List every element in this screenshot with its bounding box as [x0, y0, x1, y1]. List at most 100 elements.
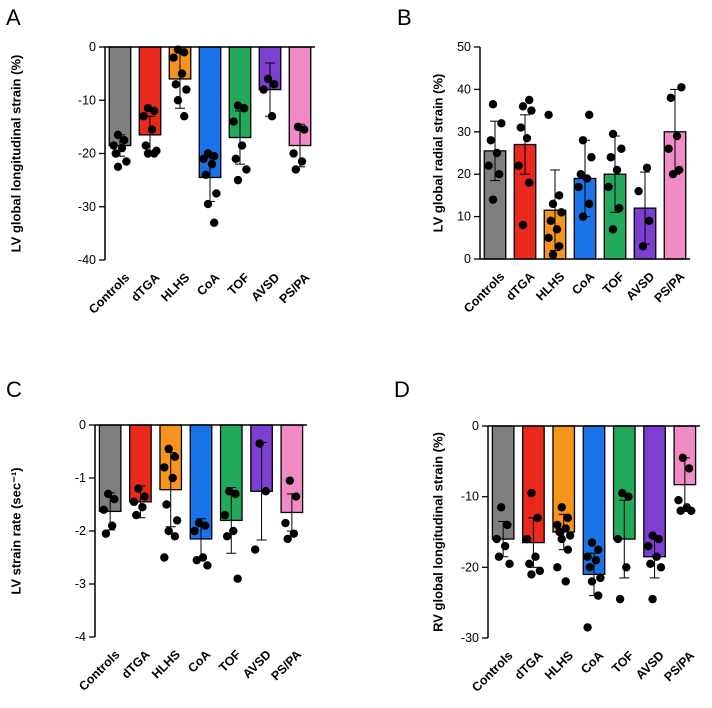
- data-point: [180, 48, 189, 57]
- x-category-label: Controls: [469, 648, 515, 694]
- y-tick-label: 0: [464, 252, 471, 266]
- data-point: [591, 556, 601, 565]
- data-point: [578, 212, 588, 221]
- data-point: [687, 506, 696, 515]
- data-point: [582, 174, 592, 183]
- data-point: [546, 216, 555, 226]
- data-point: [160, 553, 169, 562]
- x-category-label: dTGA: [119, 647, 153, 681]
- data-point: [565, 531, 575, 540]
- panel-letter: A: [6, 5, 21, 30]
- x-category-label: CoA: [578, 648, 606, 676]
- data-point: [587, 577, 597, 586]
- y-tick-label: -1: [75, 471, 86, 485]
- x-category-label: HLHS: [149, 647, 183, 681]
- data-point: [674, 496, 683, 505]
- data-point: [168, 473, 177, 483]
- data-point: [122, 157, 131, 166]
- data-point: [555, 527, 564, 537]
- data-point: [535, 566, 545, 576]
- data-point: [172, 516, 182, 525]
- y-tick-label: -30: [78, 200, 96, 214]
- data-point: [552, 225, 562, 234]
- data-point: [120, 135, 129, 145]
- y-tick-label: 10: [457, 210, 471, 224]
- data-point: [638, 242, 648, 251]
- data-point: [525, 95, 534, 105]
- data-point: [220, 510, 230, 520]
- data-point: [500, 541, 510, 551]
- data-point: [497, 119, 506, 128]
- data-point: [585, 563, 594, 572]
- data-point: [533, 513, 542, 523]
- data-point: [624, 492, 633, 501]
- data-point: [676, 506, 685, 515]
- x-category-label: CoA: [185, 647, 213, 675]
- data-point: [267, 112, 277, 121]
- data-point: [522, 133, 532, 143]
- data-point: [583, 552, 592, 561]
- data-point: [557, 208, 566, 217]
- data-point: [496, 503, 506, 512]
- panel-letter: C: [6, 377, 22, 402]
- x-category-label: PS/PA: [652, 269, 688, 305]
- data-point: [109, 141, 118, 150]
- data-point: [646, 559, 655, 568]
- data-point: [544, 233, 553, 242]
- data-point: [574, 182, 583, 192]
- data-point: [101, 529, 111, 538]
- data-point: [622, 563, 631, 572]
- data-point: [173, 96, 183, 105]
- data-point: [525, 559, 534, 568]
- data-point: [684, 464, 694, 473]
- y-tick-label: -20: [461, 560, 479, 574]
- y-tick-label: -30: [461, 631, 479, 645]
- data-point: [678, 453, 688, 462]
- data-point: [555, 191, 564, 200]
- data-point: [615, 594, 625, 604]
- data-point: [143, 149, 153, 158]
- data-point: [138, 502, 147, 512]
- data-point: [617, 144, 626, 153]
- data-point: [263, 74, 273, 84]
- x-category-label: AVSD: [240, 647, 274, 681]
- data-point: [585, 110, 594, 120]
- data-point: [113, 130, 123, 140]
- data-point: [527, 488, 536, 498]
- data-point: [233, 175, 243, 185]
- data-point: [525, 178, 534, 187]
- data-point: [522, 534, 532, 544]
- data-point: [281, 518, 290, 528]
- data-point: [604, 182, 613, 192]
- data-point: [140, 492, 149, 501]
- panel-d: D RV global longitudinal strain (%) 0 -10 -2…: [394, 377, 700, 695]
- data-point: [677, 83, 686, 92]
- data-point: [488, 195, 498, 204]
- data-point: [585, 199, 594, 209]
- data-point: [169, 53, 178, 62]
- data-point: [229, 117, 238, 126]
- data-point: [548, 250, 558, 259]
- data-point: [563, 513, 573, 523]
- data-point: [111, 149, 121, 158]
- data-point: [164, 526, 173, 536]
- data-point: [548, 199, 558, 209]
- data-point: [99, 505, 108, 514]
- data-point: [612, 165, 622, 175]
- x-category-label: HLHS: [542, 648, 576, 682]
- data-point: [132, 510, 141, 520]
- data-point: [492, 534, 501, 544]
- y-tick-label: 40: [457, 82, 471, 96]
- data-point: [608, 129, 618, 139]
- data-point: [652, 552, 661, 561]
- data-point: [201, 170, 210, 179]
- data-point: [615, 203, 624, 213]
- y-axis-title: LV strain rate (sec⁻¹): [9, 467, 24, 594]
- data-point: [561, 577, 570, 586]
- data-point: [666, 93, 675, 103]
- data-point: [291, 165, 300, 174]
- panel-letter: D: [394, 377, 410, 402]
- data-point: [553, 520, 562, 530]
- bar: [108, 46, 132, 147]
- data-point: [587, 538, 597, 547]
